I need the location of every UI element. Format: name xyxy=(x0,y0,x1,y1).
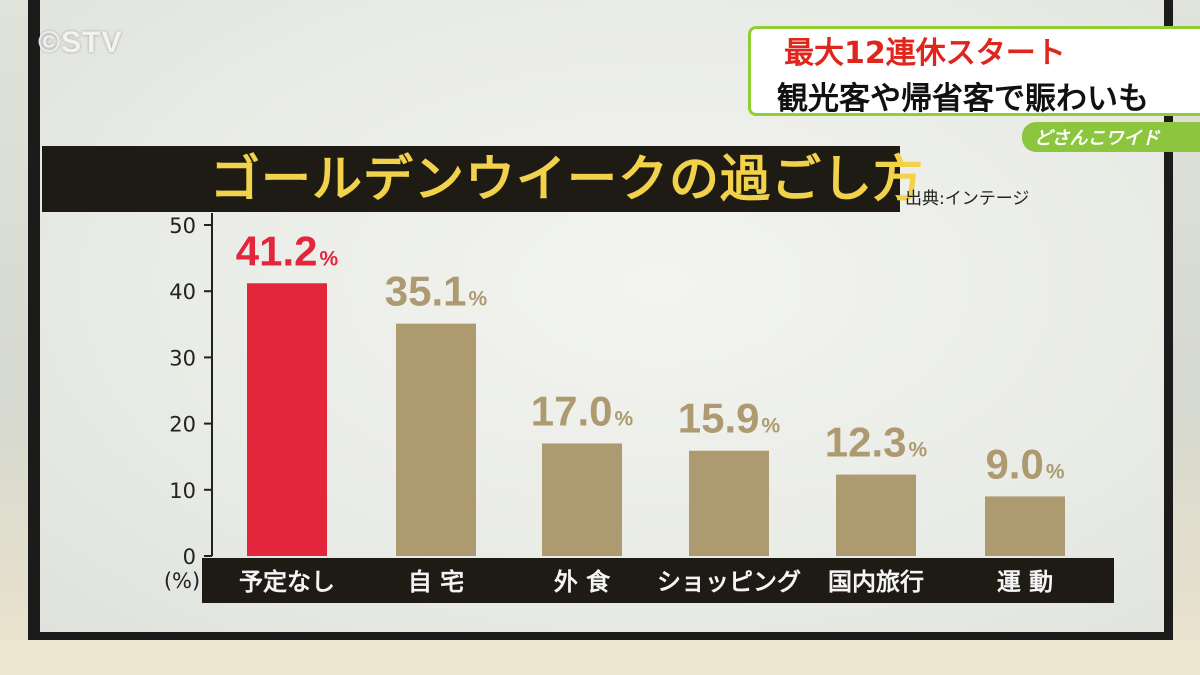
category-label: 自 宅 xyxy=(408,568,464,596)
y-tick-label: 10 xyxy=(169,479,196,503)
y-tick-label: 30 xyxy=(169,346,196,370)
y-tick-label: 20 xyxy=(169,413,196,437)
caption-headline: 最大12連休スタート xyxy=(784,36,1066,71)
category-band xyxy=(202,558,1114,603)
value-labels: 41.2% 35.1% 17.0% 15.9% 12.3% 9.0% xyxy=(236,227,1065,487)
bar xyxy=(542,443,622,556)
category-label: 外 食 xyxy=(554,568,611,596)
broadcaster-logo: ©STV xyxy=(38,26,123,59)
y-axis: 0 10 20 30 40 50 (%) xyxy=(164,213,213,593)
chart-title: ゴールデンウイークの過ごし方 xyxy=(210,150,924,208)
bar xyxy=(689,450,769,556)
y-tick-label: 0 xyxy=(183,545,196,569)
data-label: 35.1% xyxy=(385,268,488,315)
bar xyxy=(985,496,1065,556)
bar xyxy=(247,283,327,556)
category-label: ショッピング xyxy=(657,568,801,596)
category-labels: 予定なし 自 宅 外 食 ショッピング 国内旅行 運 動 xyxy=(239,568,1053,596)
chart-title-bar xyxy=(42,146,900,212)
y-tick-label: 40 xyxy=(169,280,196,304)
category-label: 運 動 xyxy=(997,568,1053,596)
category-label: 予定なし xyxy=(239,568,335,596)
data-label: 17.0% xyxy=(531,387,634,434)
data-label: 41.2% xyxy=(236,227,339,274)
program-tag xyxy=(1022,122,1200,152)
data-label: 12.3% xyxy=(825,419,928,466)
news-caption-box xyxy=(748,26,1200,116)
bar xyxy=(396,323,476,556)
chart-source: 出典:インテージ xyxy=(905,189,1030,209)
data-label: 9.0% xyxy=(985,440,1064,487)
category-label: 国内旅行 xyxy=(828,568,924,596)
y-tick-label: 50 xyxy=(169,214,196,238)
bar xyxy=(836,474,916,556)
y-axis-unit: (%) xyxy=(164,569,200,593)
caption-subheadline: 観光客や帰省客で賑わいも xyxy=(777,81,1149,117)
bars xyxy=(247,283,1065,556)
studio-floor xyxy=(0,640,1200,675)
program-name: どさんこワイド xyxy=(1034,128,1160,149)
data-label: 15.9% xyxy=(678,395,781,442)
